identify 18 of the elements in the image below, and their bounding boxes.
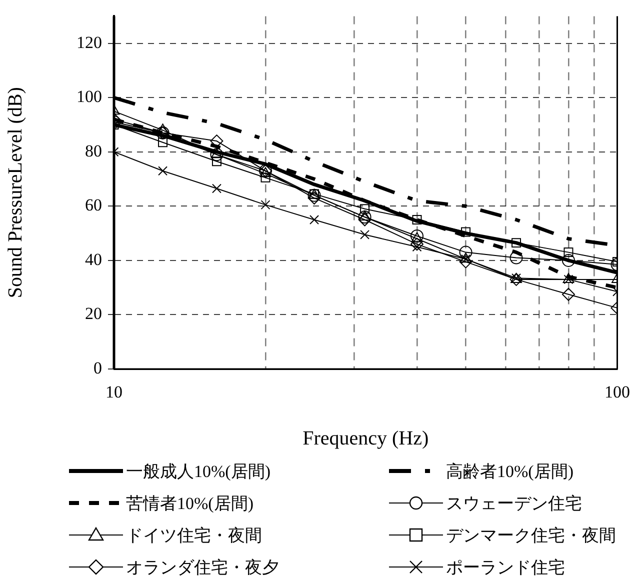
x-axis-title: Frequency (Hz) [302, 427, 429, 450]
y-tick-label: 120 [76, 32, 102, 52]
y-tick-label: 0 [94, 358, 102, 378]
legend-label: 苦情者10%(居間) [126, 492, 254, 514]
legend-label: ポーランド住宅 [446, 556, 565, 578]
y-tick-label: 40 [85, 250, 102, 269]
legend-label: 高齢者10%(居間) [446, 460, 574, 482]
legend-label: オランダ住宅・夜夕 [126, 556, 279, 578]
y-tick-label: 80 [85, 141, 102, 160]
x-tick-label: 10 [106, 382, 122, 402]
y-tick-label: 60 [85, 196, 102, 215]
legend-label: 一般成人10%(居間) [126, 460, 270, 482]
legend-label: デンマーク住宅・夜間 [446, 524, 616, 546]
legend-label: ドイツ住宅・夜間 [126, 524, 262, 546]
y-tick-label: 20 [85, 304, 102, 324]
y-axis-title: Sound PressureLevel (dB) [4, 87, 26, 298]
y-tick-label: 100 [76, 87, 102, 106]
legend-label: スウェーデン住宅 [446, 492, 582, 514]
